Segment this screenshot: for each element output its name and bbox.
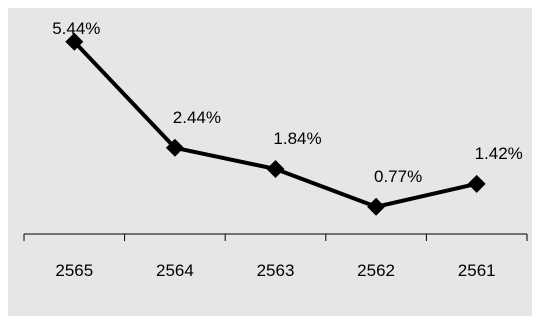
data-point-marker bbox=[165, 138, 184, 157]
x-tick-label: 2565 bbox=[55, 261, 93, 280]
data-label: 5.44% bbox=[52, 19, 100, 38]
data-label: 1.84% bbox=[273, 129, 321, 148]
data-point-marker bbox=[65, 32, 84, 51]
data-point-marker bbox=[467, 174, 486, 193]
data-label: 0.77% bbox=[374, 167, 422, 186]
x-tick-label: 2564 bbox=[156, 261, 194, 280]
plot-background bbox=[8, 8, 532, 316]
data-label: 1.42% bbox=[475, 144, 523, 163]
x-tick-label: 2562 bbox=[357, 261, 395, 280]
data-point-marker bbox=[367, 197, 386, 216]
data-point-marker bbox=[266, 159, 285, 178]
x-tick-label: 2563 bbox=[257, 261, 295, 280]
x-tick-label: 2561 bbox=[458, 261, 496, 280]
data-label: 2.44% bbox=[173, 108, 221, 127]
